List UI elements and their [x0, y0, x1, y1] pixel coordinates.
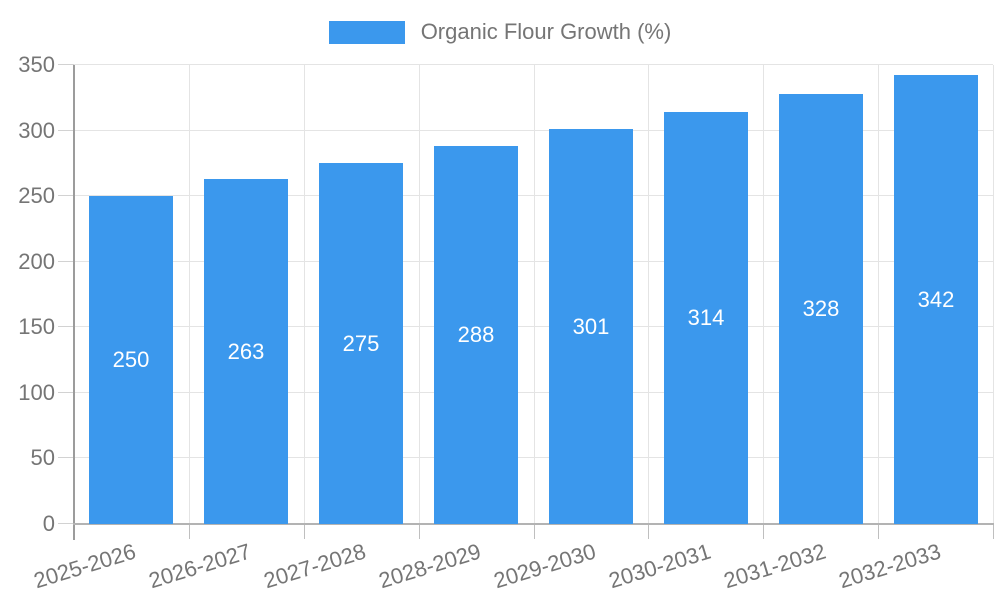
y-axis-tick-label: 350 [18, 52, 55, 77]
h-gridline [74, 130, 993, 131]
x-axis-tick-label: 2026-2027 [145, 538, 254, 594]
v-gridline [763, 65, 764, 524]
bar[interactable] [319, 163, 403, 524]
bar-value-label: 275 [342, 331, 380, 356]
y-axis-tick-label: 250 [18, 183, 55, 208]
legend-label: Organic Flour Growth (%) [420, 19, 672, 44]
h-gridline [74, 261, 993, 262]
bar[interactable] [434, 146, 518, 524]
bar-value-label: 301 [572, 314, 610, 339]
y-tick-mark [58, 261, 74, 262]
x-tick-mark [304, 525, 305, 539]
bar-value-label: 288 [457, 322, 495, 347]
v-gridline [878, 65, 879, 524]
h-gridline [74, 326, 993, 327]
bar-value-label: 263 [227, 339, 265, 364]
y-tick-mark [58, 195, 74, 196]
v-gridline [648, 65, 649, 524]
y-tick-mark [58, 457, 74, 458]
legend[interactable]: Organic Flour Growth (%) [0, 19, 1000, 44]
y-axis-tick-label: 100 [18, 380, 55, 405]
v-gridline [534, 65, 535, 524]
x-axis-tick-label: 2027-2028 [260, 538, 369, 594]
h-gridline [74, 195, 993, 196]
x-tick-mark [189, 525, 190, 539]
v-gridline [304, 65, 305, 524]
x-tick-mark [648, 525, 649, 539]
bar[interactable] [894, 75, 978, 524]
y-tick-mark [58, 523, 74, 524]
x-axis-tick-label: 2025-2026 [30, 538, 139, 594]
x-tick-mark [419, 525, 420, 539]
x-tick-mark [878, 525, 879, 539]
h-gridline [74, 457, 993, 458]
bar-value-label: 250 [112, 347, 150, 372]
bar[interactable] [89, 196, 173, 524]
v-gridline [993, 65, 994, 524]
y-axis-tick-label: 300 [18, 118, 55, 143]
v-gridline [419, 65, 420, 524]
y-axis-tick-label: 200 [18, 249, 55, 274]
y-axis-line [73, 65, 75, 540]
x-axis-line [73, 523, 994, 525]
v-gridline [189, 65, 190, 524]
bar[interactable] [664, 112, 748, 524]
bar-value-label: 342 [917, 287, 955, 312]
x-axis-tick-label: 2032-2033 [835, 538, 944, 594]
bar-value-label: 314 [687, 305, 725, 330]
bar[interactable] [549, 129, 633, 524]
legend-swatch [328, 20, 405, 44]
y-axis-tick-label: 50 [30, 445, 55, 470]
y-axis-tick-label: 0 [42, 511, 55, 536]
bar[interactable] [204, 179, 288, 524]
y-tick-mark [58, 392, 74, 393]
y-tick-mark [58, 326, 74, 327]
bar[interactable] [779, 94, 863, 524]
x-axis-tick-label: 2030-2031 [605, 538, 714, 594]
y-axis-tick-label: 150 [18, 314, 55, 339]
h-gridline [74, 64, 993, 65]
h-gridline [74, 392, 993, 393]
x-tick-mark [534, 525, 535, 539]
x-axis-tick-label: 2029-2030 [490, 538, 599, 594]
x-axis-tick-label: 2028-2029 [375, 538, 484, 594]
y-tick-mark [58, 64, 74, 65]
y-tick-mark [58, 130, 74, 131]
x-tick-mark [763, 525, 764, 539]
x-tick-mark [993, 525, 994, 539]
x-axis-tick-label: 2031-2032 [720, 538, 829, 594]
bar-value-label: 328 [802, 296, 840, 321]
